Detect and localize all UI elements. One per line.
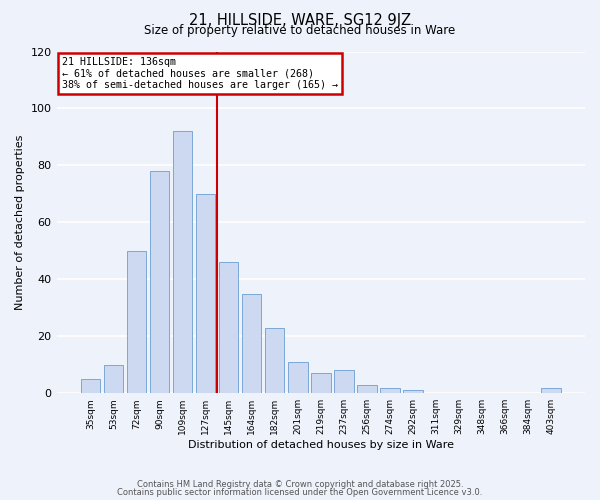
Bar [80,379,100,393]
Text: 21 HILLSIDE: 136sqm
← 61% of detached houses are smaller (268)
38% of semi-detac: 21 HILLSIDE: 136sqm ← 61% of detached ho… [62,56,338,90]
Bar [242,294,262,393]
Bar [149,171,169,393]
Text: 21, HILLSIDE, WARE, SG12 9JZ: 21, HILLSIDE, WARE, SG12 9JZ [189,12,411,28]
Text: Size of property relative to detached houses in Ware: Size of property relative to detached ho… [145,24,455,37]
Bar [357,384,377,393]
Bar [196,194,215,393]
Bar [541,388,561,393]
Bar [127,251,146,393]
Bar [104,364,123,393]
Bar [334,370,353,393]
Y-axis label: Number of detached properties: Number of detached properties [15,134,25,310]
Bar [311,374,331,393]
Bar [380,388,400,393]
Bar [403,390,423,393]
Bar [219,262,238,393]
Text: Contains HM Land Registry data © Crown copyright and database right 2025.: Contains HM Land Registry data © Crown c… [137,480,463,489]
Bar [288,362,308,393]
X-axis label: Distribution of detached houses by size in Ware: Distribution of detached houses by size … [188,440,454,450]
Text: Contains public sector information licensed under the Open Government Licence v3: Contains public sector information licen… [118,488,482,497]
Bar [265,328,284,393]
Bar [173,131,193,393]
